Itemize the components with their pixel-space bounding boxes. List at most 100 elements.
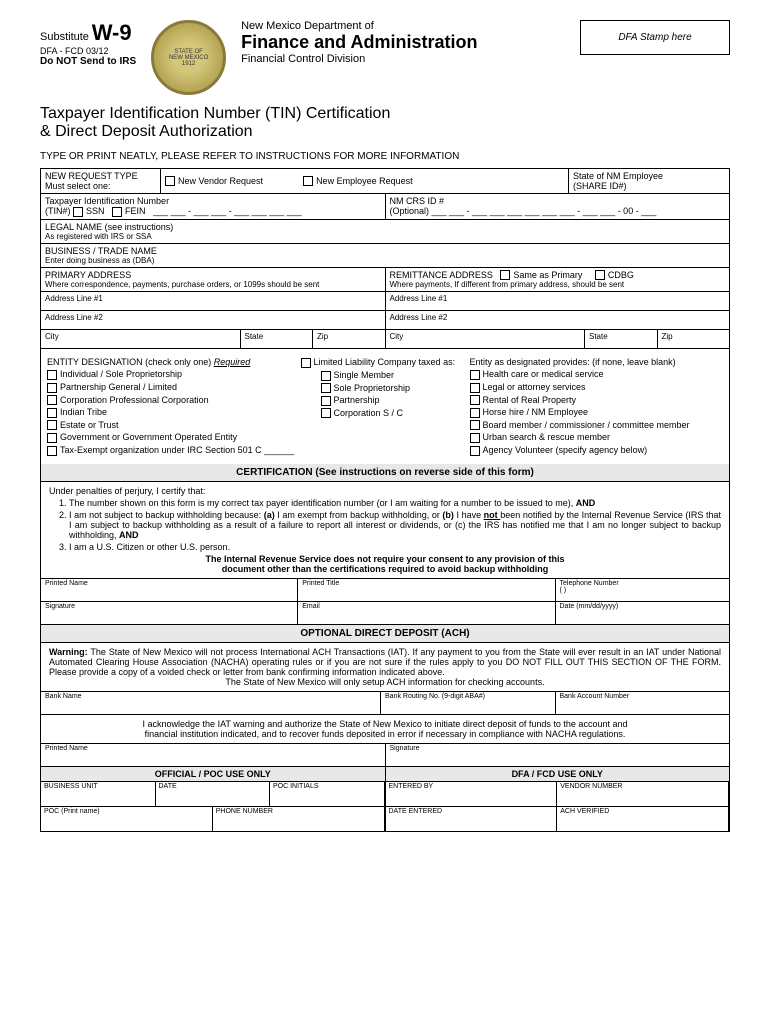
- crs-label: NM CRS ID #: [390, 196, 726, 206]
- form-box: NEW REQUEST TYPE Must select one: New Ve…: [40, 168, 730, 832]
- remit-city[interactable]: City: [386, 330, 586, 348]
- dfa-header: DFA / FCD USE ONLY: [386, 767, 730, 782]
- primary-addr-label: PRIMARY ADDRESS: [45, 270, 381, 280]
- date-entered-field[interactable]: DATE ENTERED: [386, 807, 558, 831]
- provides-checkbox-6[interactable]: [470, 446, 480, 456]
- provides-checkbox-4[interactable]: [470, 420, 480, 430]
- cdbg-label: CDBG: [608, 270, 634, 280]
- primary-city[interactable]: City: [41, 330, 241, 348]
- ssn-label: SSN: [86, 206, 105, 216]
- provides-4: Board member / commissioner / committee …: [483, 420, 690, 430]
- llc-opt-checkbox-0[interactable]: [321, 371, 331, 381]
- provides-5: Urban search & rescue member: [483, 432, 611, 442]
- fein-checkbox[interactable]: [112, 207, 122, 217]
- poc-phone-field[interactable]: PHONE NUMBER: [213, 807, 385, 831]
- new-vendor-checkbox[interactable]: [165, 176, 175, 186]
- primary-zip[interactable]: Zip: [313, 330, 386, 348]
- ssn-checkbox[interactable]: [73, 207, 83, 217]
- vendor-field[interactable]: VENDOR NUMBER: [557, 782, 729, 806]
- remit-line1[interactable]: Address Line #1: [386, 292, 730, 310]
- primary-line1[interactable]: Address Line #1: [41, 292, 386, 310]
- share-id-label: (SHARE ID#): [573, 181, 725, 191]
- llc-checkbox[interactable]: [301, 358, 311, 368]
- llc-opt-checkbox-2[interactable]: [321, 396, 331, 406]
- entity-checkbox-6[interactable]: [47, 446, 57, 456]
- cert-notice1: The Internal Revenue Service does not re…: [49, 554, 721, 564]
- business-label: BUSINESS / TRADE NAME: [45, 246, 725, 256]
- cert-notice2: document other than the certifications r…: [49, 564, 721, 574]
- entity-opt-1: Partnership General / Limited: [60, 382, 177, 392]
- new-employee-checkbox[interactable]: [303, 176, 313, 186]
- ach-ack: I acknowledge the IAT warning and author…: [41, 714, 729, 743]
- dept-name: Finance and Administration: [241, 32, 565, 53]
- provides-checkbox-0[interactable]: [470, 370, 480, 380]
- provides-checkbox-3[interactable]: [470, 408, 480, 418]
- ach-printed-name[interactable]: Printed Name: [41, 744, 386, 766]
- entity-checkbox-4[interactable]: [47, 420, 57, 430]
- llc-opt-checkbox-1[interactable]: [321, 383, 331, 393]
- bus-unit-field[interactable]: BUSINESS UNIT: [41, 782, 156, 806]
- main-title: Taxpayer Identification Number (TIN) Cer…: [40, 105, 730, 141]
- routing-field[interactable]: Bank Routing No. (9-digit ABA#): [381, 692, 556, 714]
- email-field[interactable]: Email: [298, 602, 555, 624]
- llc-opt-2: Partnership: [334, 395, 380, 405]
- account-field[interactable]: Bank Account Number: [556, 692, 730, 714]
- w9-label: W-9: [92, 20, 132, 45]
- provides-0: Health care or medical service: [483, 369, 604, 379]
- provides-checkbox-1[interactable]: [470, 383, 480, 393]
- entity-checkbox-2[interactable]: [47, 395, 57, 405]
- instructions: TYPE OR PRINT NEATLY, PLEASE REFER TO IN…: [40, 151, 730, 162]
- date-field[interactable]: Date (mm/dd/yyyy): [556, 602, 730, 624]
- same-primary-checkbox[interactable]: [500, 270, 510, 280]
- primary-state[interactable]: State: [241, 330, 314, 348]
- dept-of: New Mexico Department of: [241, 20, 565, 32]
- substitute-label: Substitute: [40, 31, 89, 43]
- stamp-box: DFA Stamp here: [580, 20, 730, 55]
- entity-opt-2: Corporation Professional Corporation: [60, 395, 209, 405]
- provides-checkbox-5[interactable]: [470, 433, 480, 443]
- provides-checkbox-2[interactable]: [470, 395, 480, 405]
- remit-zip[interactable]: Zip: [658, 330, 730, 348]
- entity-checkbox-3[interactable]: [47, 408, 57, 418]
- header-center: New Mexico Department of Finance and Adm…: [241, 20, 565, 65]
- entered-by-field[interactable]: ENTERED BY: [386, 782, 558, 806]
- title-line1: Taxpayer Identification Number (TIN) Cer…: [40, 105, 730, 123]
- printed-title-field[interactable]: Printed Title: [298, 579, 555, 601]
- ach-signature[interactable]: Signature: [386, 744, 730, 766]
- no-send: Do NOT Send to IRS: [40, 56, 136, 67]
- poc-date-field[interactable]: DATE: [156, 782, 271, 806]
- llc-opt-checkbox-3[interactable]: [321, 408, 331, 418]
- poc-init-field[interactable]: POC INITIALS: [270, 782, 385, 806]
- bank-name-field[interactable]: Bank Name: [41, 692, 381, 714]
- poc-print-field[interactable]: POC (Print name): [41, 807, 213, 831]
- ach-warning: Warning: The State of New Mexico will no…: [41, 643, 729, 691]
- cdbg-checkbox[interactable]: [595, 270, 605, 280]
- entity-header: ENTITY DESIGNATION (check only one): [47, 357, 211, 367]
- provides-header: Entity as designated provides: (if none,…: [470, 357, 724, 367]
- header: Substitute W-9 DFA - FCD 03/12 Do NOT Se…: [40, 20, 730, 95]
- remit-state[interactable]: State: [585, 330, 658, 348]
- entity-checkbox-0[interactable]: [47, 370, 57, 380]
- request-label: NEW REQUEST TYPE: [45, 171, 156, 181]
- request-sublabel: Must select one:: [45, 181, 156, 191]
- primary-line2[interactable]: Address Line #2: [41, 311, 386, 329]
- poc-header: OFFICIAL / POC USE ONLY: [41, 767, 385, 782]
- state-seal-icon: STATE OFNEW MEXICO1912: [151, 20, 226, 95]
- entity-checkbox-1[interactable]: [47, 383, 57, 393]
- fcd: Financial Control Division: [241, 53, 565, 65]
- provides-3: Horse hire / NM Employee: [483, 407, 589, 417]
- cert-item-3: I am a U.S. Citizen or other U.S. person…: [69, 542, 721, 552]
- remit-addr-label: REMITTANCE ADDRESS: [390, 270, 493, 280]
- phone-field[interactable]: Telephone Number( ): [556, 579, 730, 601]
- ach-verified-field[interactable]: ACH VERIFIED: [557, 807, 729, 831]
- entity-opt-0: Individual / Sole Proprietorship: [60, 369, 182, 379]
- ach-header: OPTIONAL DIRECT DEPOSIT (ACH): [41, 625, 729, 643]
- new-vendor-label: New Vendor Request: [178, 176, 263, 186]
- entity-opt-6: Tax-Exempt organization under IRC Sectio…: [60, 445, 262, 455]
- printed-name-field[interactable]: Printed Name: [41, 579, 298, 601]
- entity-checkbox-5[interactable]: [47, 433, 57, 443]
- remit-line2[interactable]: Address Line #2: [386, 311, 730, 329]
- signature-field[interactable]: Signature: [41, 602, 298, 624]
- tin-suffix: - 00 -: [618, 206, 639, 216]
- llc-opt-0: Single Member: [334, 370, 395, 380]
